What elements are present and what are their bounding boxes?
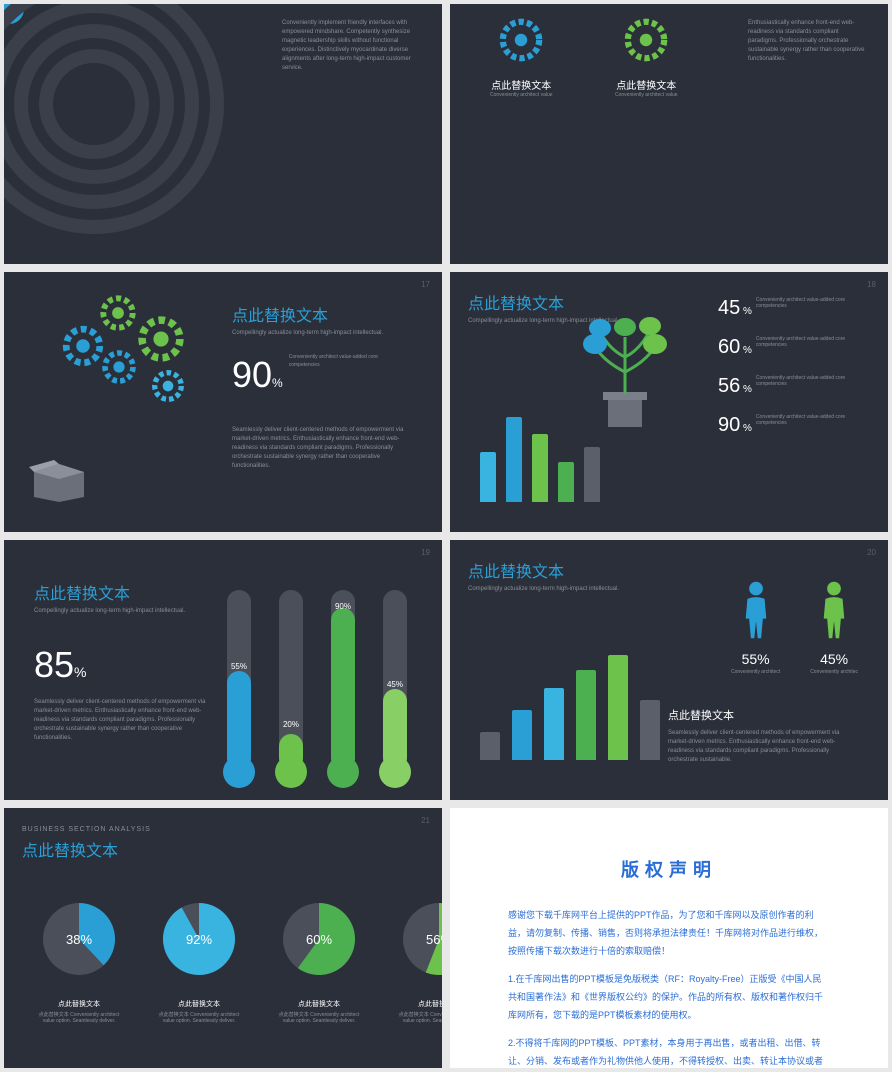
person-stat: 45%Conveniently architec — [810, 580, 858, 675]
s4-bar-chart — [480, 417, 600, 502]
slide-3: 17 点此替换文本 Compellingly actualize long-te… — [4, 272, 442, 532]
bar — [640, 700, 660, 760]
bar — [558, 462, 574, 502]
person-stat: 55%Conveniently architect — [731, 580, 780, 675]
bar — [584, 447, 600, 502]
bar — [608, 655, 628, 760]
copyright-title: 版权声明 — [508, 856, 830, 882]
bar — [544, 688, 564, 760]
slide-7: 21 BUSINESS SECTION ANALYSIS 点此替换文本 38%点… — [4, 808, 442, 1068]
stat-item: 60 %Conveniently architect value-added c… — [718, 336, 868, 359]
thermometer: 20% — [279, 590, 303, 770]
bar — [506, 417, 522, 502]
people-chart: 55%Conveniently architect 45%Conveniently… — [731, 580, 858, 675]
plant-icon — [570, 302, 680, 432]
bar — [480, 732, 500, 760]
copyright-p3: 2.不得将千库网的PPT模板、PPT素材，本身用于再出售，或者出租、出借、转让、… — [508, 1034, 830, 1068]
s6-bar-chart — [480, 655, 660, 760]
bar — [480, 452, 496, 502]
slide-2: 点此替换文本 Conveniently architect value 点此替换… — [450, 4, 888, 264]
thermometer: 90% — [331, 590, 355, 770]
slide-5: 19 点此替换文本 Compellingly actualize long-te… — [4, 540, 442, 800]
pie-chart: 56%点此替换文本点此替换文本 Conveniently architect v… — [394, 898, 442, 1024]
bar — [532, 434, 548, 502]
gear-icon — [620, 14, 672, 66]
pie-charts: 38%点此替换文本点此替换文本 Conveniently architect v… — [34, 898, 442, 1024]
slide5-left: 点此替换文本 Compellingly actualize long-term … — [34, 580, 214, 743]
pie-chart: 92%点此替换文本点此替换文本 Conveniently architect v… — [154, 898, 244, 1024]
thermometer-chart: 55% 20% 90% 45% — [227, 570, 407, 770]
gear-group-2: 点此替换文本 Conveniently architect value — [615, 14, 678, 100]
slide-8-copyright: 版权声明 感谢您下载千库网平台上提供的PPT作品，为了您和千库网以及原创作者的利… — [450, 808, 888, 1068]
slide2-text: Enthusiastically enhance front-end web-r… — [748, 19, 868, 64]
bar — [576, 670, 596, 760]
slide1-text: Conveniently implement friendly interfac… — [282, 19, 422, 73]
box-icon — [29, 452, 89, 502]
pie-chart: 60%点此替换文本点此替换文本 Conveniently architect v… — [274, 898, 364, 1024]
gear-group-1: 点此替换文本 Conveniently architect value — [490, 14, 553, 100]
bar — [512, 710, 532, 760]
slide-4: 18 点此替换文本 Compellingly actualize long-te… — [450, 272, 888, 532]
slide-1: Conveniently implement friendly interfac… — [4, 4, 442, 264]
copyright-p2: 1.在千库网出售的PPT模板是免版税类（RF：Royalty-Free）正版受《… — [508, 970, 830, 1024]
stat-item: 56 %Conveniently architect value-added c… — [718, 375, 868, 398]
s4-stats: 45 %Conveniently architect value-added c… — [718, 297, 868, 453]
slide6-bottom: 点此替换文本 Seamlessly deliver client-centere… — [668, 707, 858, 765]
slide3-content: 点此替换文本 Compellingly actualize long-term … — [232, 302, 412, 471]
pie-chart: 38%点此替换文本点此替换文本 Conveniently architect v… — [34, 898, 124, 1024]
thermometer: 55% — [227, 590, 251, 770]
stat-item: 90 %Conveniently architect value-added c… — [718, 414, 868, 437]
copyright-p1: 感谢您下载千库网平台上提供的PPT作品，为了您和千库网以及原创作者的利益，请勿复… — [508, 906, 830, 960]
gears-cluster — [59, 292, 209, 432]
gear-icon — [495, 14, 547, 66]
slide-6: 20 点此替换文本 Compellingly actualize long-te… — [450, 540, 888, 800]
stat-item: 45 %Conveniently architect value-added c… — [718, 297, 868, 320]
thermometer: 45% — [383, 590, 407, 770]
